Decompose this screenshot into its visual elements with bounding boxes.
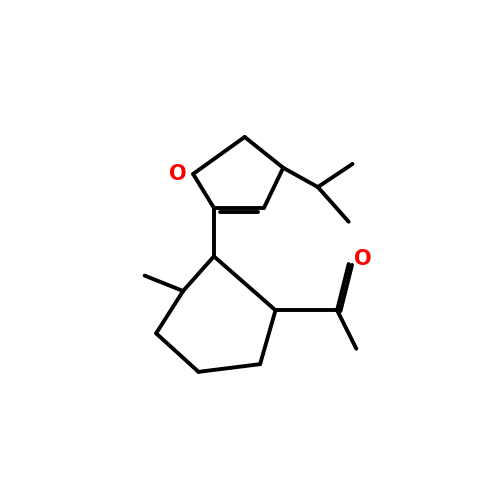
Text: O: O (169, 164, 186, 184)
Text: O: O (354, 248, 372, 268)
